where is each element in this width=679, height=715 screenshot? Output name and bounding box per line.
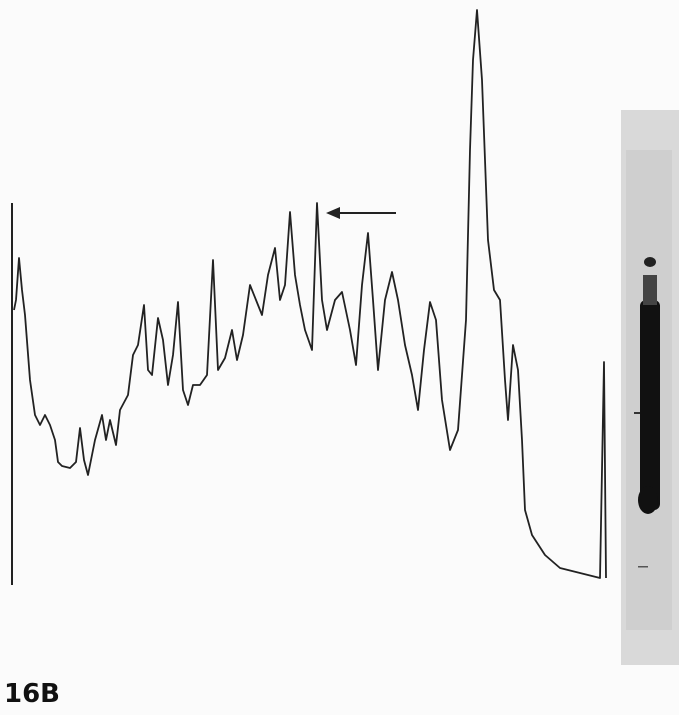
figure: 16B xyxy=(0,0,679,715)
gel-lane xyxy=(621,110,679,665)
background xyxy=(0,0,679,715)
figure-label: 16B xyxy=(4,679,60,709)
page: 16B (() => { const data = JSON.parse(doc… xyxy=(0,0,679,715)
